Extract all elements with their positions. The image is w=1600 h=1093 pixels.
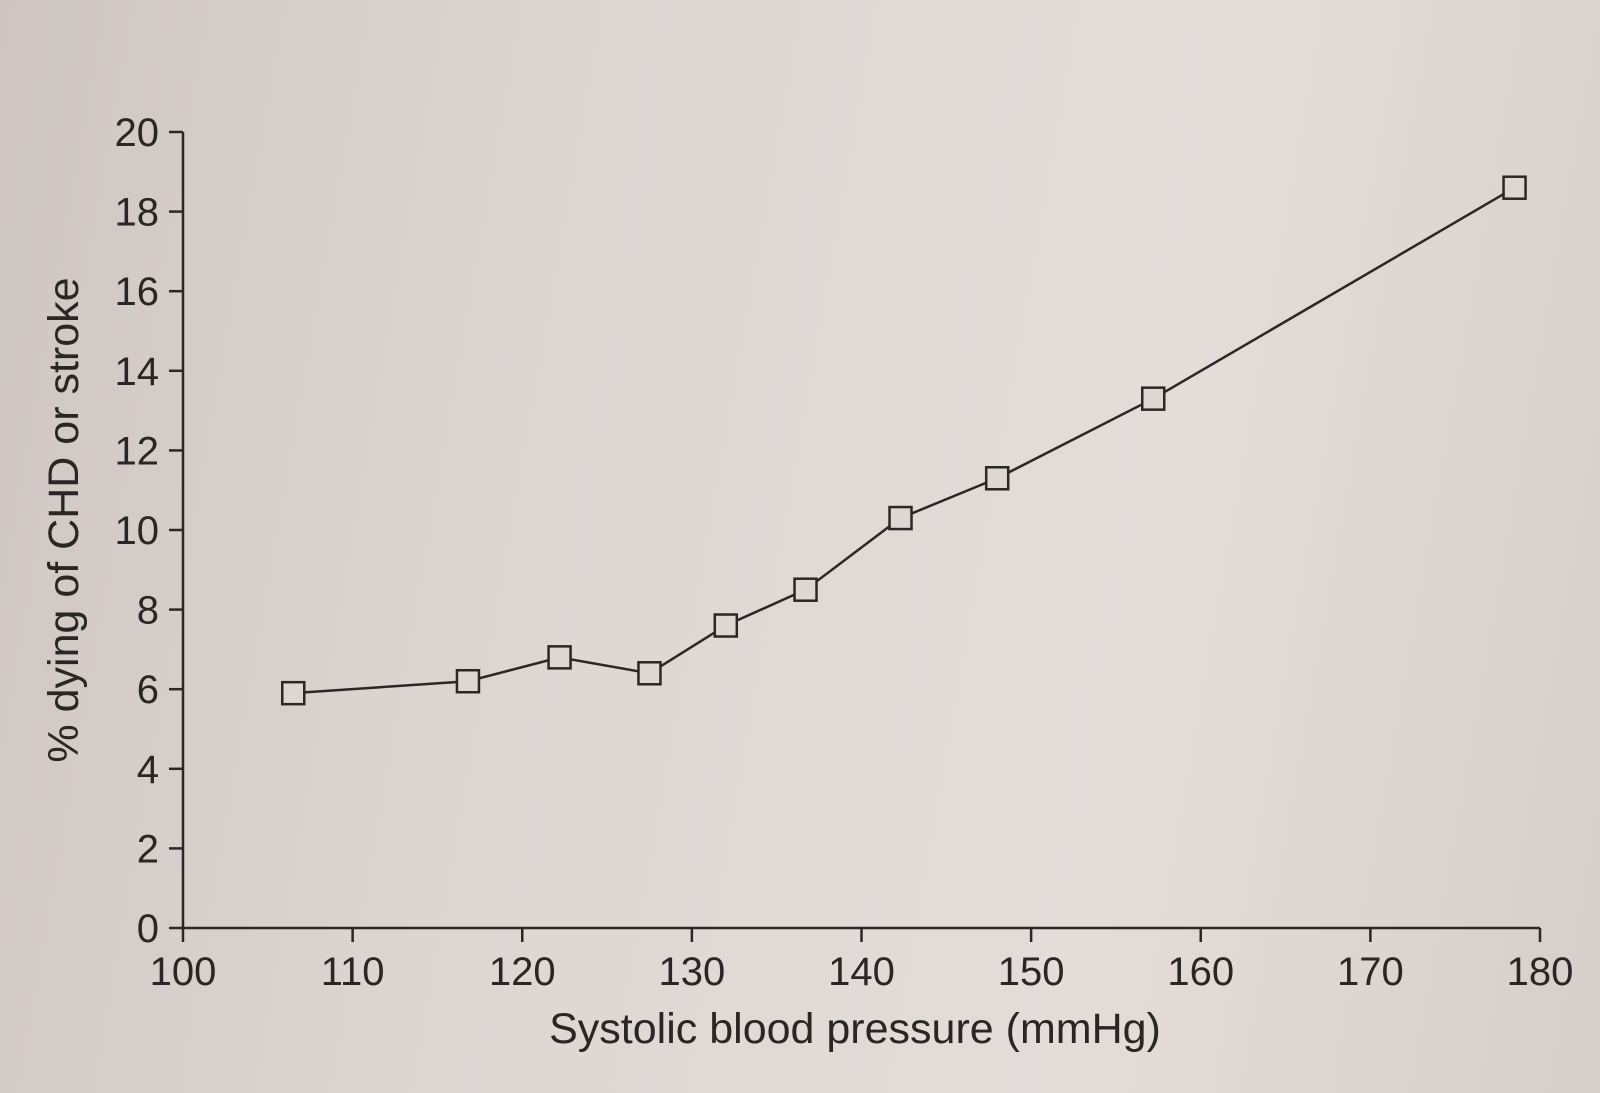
x-axis-label: Systolic blood pressure (mmHg) — [549, 1005, 1161, 1053]
y-tick-label: 0 — [137, 907, 159, 951]
x-tick-label: 110 — [321, 950, 385, 994]
y-tick-label: 6 — [137, 668, 159, 712]
data-point-marker — [888, 505, 913, 531]
axes — [181, 132, 1540, 930]
y-tick-label: 20 — [115, 111, 160, 155]
y-tick-label: 2 — [137, 827, 159, 871]
x-tick-label: 100 — [150, 950, 217, 994]
x-tick-label: 150 — [998, 950, 1065, 994]
data-point-marker — [281, 680, 306, 706]
y-tick-label: 8 — [137, 589, 159, 633]
x-tick-label: 180 — [1507, 950, 1574, 994]
x-tick-label: 130 — [659, 950, 726, 994]
series-line — [293, 186, 1516, 695]
y-axis-ticks: 0 2 4 6 8 10 12 14 16 18 20 — [115, 111, 183, 951]
data-point-marker — [547, 645, 572, 670]
x-tick-label: 160 — [1167, 950, 1234, 994]
x-tick-label: 170 — [1337, 950, 1404, 994]
y-tick-label: 16 — [115, 270, 160, 314]
y-tick-label: 12 — [115, 429, 160, 473]
data-point-marker — [1141, 386, 1166, 411]
x-tick-label: 140 — [828, 950, 895, 994]
x-axis-ticks: 100 110 120 130 140 150 160 170 180 — [150, 928, 1574, 994]
y-tick-label: 4 — [137, 748, 159, 792]
data-point-marker — [713, 613, 739, 638]
series-layer — [281, 175, 1527, 706]
y-tick-label: 14 — [115, 350, 160, 394]
x-tick-label: 120 — [489, 950, 556, 994]
data-point-marker — [793, 577, 818, 602]
data-point-marker — [455, 668, 481, 694]
data-point-marker — [1502, 175, 1527, 200]
y-tick-label: 10 — [115, 509, 160, 553]
data-point-marker — [984, 466, 1010, 491]
y-tick-label: 18 — [115, 191, 160, 235]
data-point-marker — [637, 661, 662, 686]
y-axis-label: % dying of CHD or stroke — [40, 277, 88, 762]
